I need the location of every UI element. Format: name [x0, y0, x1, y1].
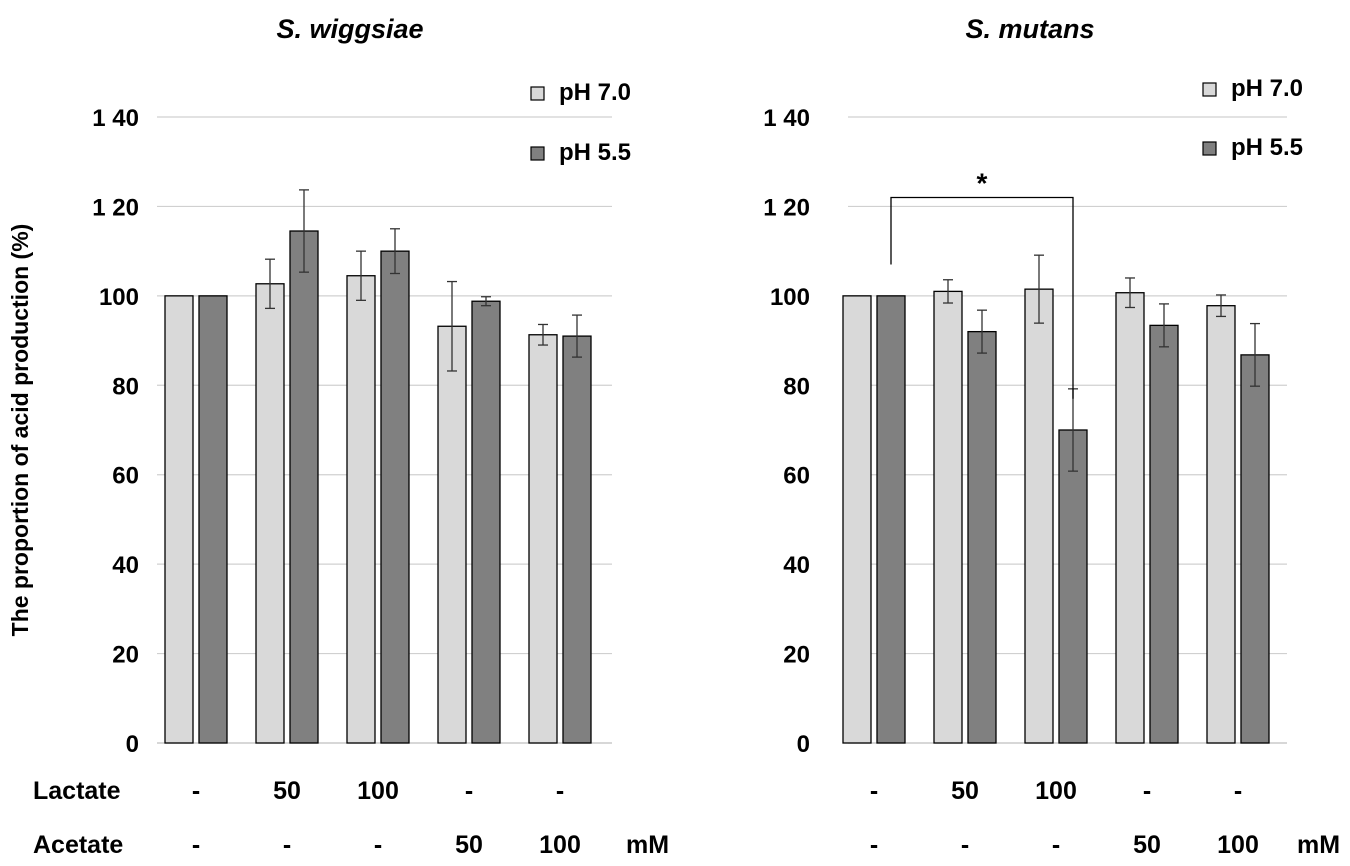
- acetate-value: -: [961, 831, 969, 859]
- bar-ph70: [346, 275, 376, 744]
- y-tick-label: 100: [770, 284, 810, 311]
- y-axis-label: The proportion of acid production (%): [7, 224, 33, 637]
- y-tick-label: 100: [99, 284, 139, 311]
- acetate-row-label: Acetate: [33, 831, 123, 859]
- condition-table-s-mutans: - 50 100 - - - - - 50 100 mM: [870, 777, 1340, 859]
- lactate-value: -: [556, 777, 564, 805]
- y-tick-label: 20: [112, 642, 139, 669]
- bar-ph55: [1240, 354, 1270, 744]
- significance-bracket: [890, 196, 1074, 399]
- legend-label: pH 7.0: [559, 79, 631, 106]
- y-tick-label: 1 20: [92, 194, 139, 221]
- bar-ph70: [437, 325, 467, 744]
- chart-s-mutans: S. mutans 0 20 40 60 80 100 1 20 1 40 pH 7.0 pH 5.…: [763, 14, 1303, 758]
- bar-ph70: [933, 290, 963, 744]
- bar-ph55: [471, 300, 501, 744]
- acetate-value: -: [283, 831, 291, 859]
- lactate-value: -: [192, 777, 200, 805]
- y-tick-label: 80: [783, 373, 810, 400]
- bar-ph70: [255, 283, 285, 744]
- condition-table-s-wiggsiae: - 50 100 - - - - - 50 100 mM: [192, 777, 669, 859]
- lactate-row-label: Lactate: [33, 777, 121, 805]
- acetate-value: -: [374, 831, 382, 859]
- y-tick-label: 40: [783, 552, 810, 579]
- bar-ph70: [1115, 292, 1145, 744]
- significance-label: *: [977, 167, 988, 198]
- bar-ph55: [198, 295, 228, 744]
- lactate-value: -: [870, 777, 878, 805]
- legend-label: pH 7.0: [1231, 75, 1303, 102]
- lactate-value: 100: [1035, 777, 1077, 805]
- lactate-value: 50: [951, 777, 979, 805]
- legend-swatch: [1202, 141, 1217, 156]
- unit-label: mM: [626, 831, 669, 859]
- acetate-value: -: [192, 831, 200, 859]
- y-tick-label: 40: [112, 552, 139, 579]
- lactate-value: -: [1143, 777, 1151, 805]
- legend-label: pH 5.5: [1231, 134, 1303, 161]
- y-tick-label: 1 40: [763, 105, 810, 132]
- unit-label: mM: [1297, 831, 1340, 859]
- bar-ph70: [528, 334, 558, 744]
- acetate-value: -: [1052, 831, 1060, 859]
- y-tick-label: 0: [126, 731, 139, 758]
- y-tick-label: 1 40: [92, 105, 139, 132]
- y-tick-label: 20: [783, 642, 810, 669]
- y-tick-label: 60: [783, 463, 810, 490]
- lactate-value: -: [1234, 777, 1242, 805]
- bar-ph55: [562, 335, 592, 744]
- legend-swatch: [1202, 82, 1217, 97]
- y-tick-label: 60: [112, 463, 139, 490]
- bar-ph55: [380, 250, 410, 744]
- bar-ph55: [1149, 324, 1179, 744]
- bar-ph70: [842, 295, 872, 744]
- acetate-value: 100: [1217, 831, 1259, 859]
- y-tick-label: 1 20: [763, 194, 810, 221]
- acetate-value: 50: [1133, 831, 1161, 859]
- acetate-value: 50: [455, 831, 483, 859]
- legend-label: pH 5.5: [559, 139, 631, 166]
- acetate-value: -: [870, 831, 878, 859]
- bar-ph70: [1206, 305, 1236, 744]
- chart-s-wiggsiae: S. wiggsiae 0 20 40 60 80 100 1 20 1 40 pH 7.0 pH …: [92, 14, 631, 758]
- lactate-value: 50: [273, 777, 301, 805]
- bar-ph55: [1058, 429, 1088, 744]
- bar-ph70: [164, 295, 194, 744]
- acetate-value: 100: [539, 831, 581, 859]
- y-tick-label: 0: [797, 731, 810, 758]
- legend-swatch: [530, 146, 545, 161]
- lactate-value: -: [465, 777, 473, 805]
- chart-title: S. mutans: [965, 14, 1094, 44]
- y-tick-label: 80: [112, 373, 139, 400]
- bar-ph55: [967, 330, 997, 744]
- legend-swatch: [530, 86, 545, 101]
- bar-ph55: [289, 230, 319, 744]
- bar-ph70: [1024, 288, 1054, 744]
- bar-ph55: [876, 295, 906, 744]
- lactate-value: 100: [357, 777, 399, 805]
- chart-title: S. wiggsiae: [276, 14, 423, 44]
